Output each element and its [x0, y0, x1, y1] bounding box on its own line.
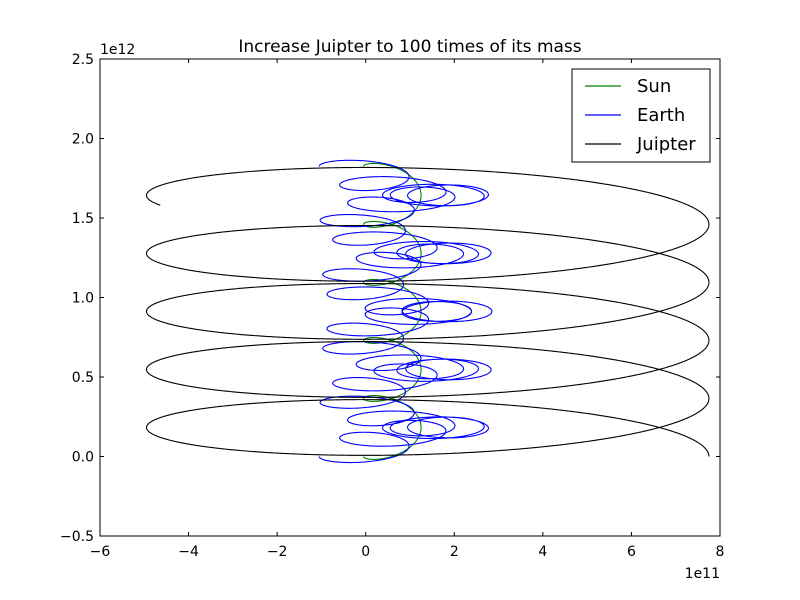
plot-series-layer [145, 159, 710, 464]
juipter-orbit-line [145, 166, 710, 457]
y-offset-label: 1e12 [100, 42, 135, 58]
x-tick-label: 8 [716, 544, 725, 560]
x-tick-label: 2 [450, 544, 459, 560]
chart-title: Increase Juipter to 100 times of its mas… [238, 37, 581, 57]
y-tick-label: 1.0 [72, 291, 94, 307]
sun-orbit-line [362, 162, 422, 460]
earth-orbit-line [318, 159, 493, 464]
legend-juipter-label: Juipter [636, 134, 696, 155]
x-tick-label: −2 [267, 544, 288, 560]
y-tick-label: 0.5 [72, 370, 94, 386]
y-tick-label: −0.5 [60, 529, 94, 545]
x-tick-label: 0 [361, 544, 370, 560]
y-tick-label: 1.5 [72, 211, 94, 227]
x-tick-label: −4 [178, 544, 199, 560]
x-offset-label: 1e11 [685, 566, 720, 582]
legend-earth-label: Earth [637, 105, 685, 126]
y-tick-label: 2.0 [72, 132, 94, 148]
y-tick-label: 0.0 [72, 450, 94, 466]
x-tick-label: 4 [538, 544, 547, 560]
legend: Sun Earth Juipter [571, 68, 711, 163]
legend-sun-label: Sun [637, 76, 671, 97]
y-tick-label: 2.5 [72, 52, 94, 68]
tick-layer: −6 −4 −2 0 2 4 6 8 −0.5 0.0 0.5 1.0 1.5 2.0 2.5 [60, 52, 724, 560]
x-tick-label: −6 [90, 544, 111, 560]
x-tick-label: 6 [627, 544, 636, 560]
